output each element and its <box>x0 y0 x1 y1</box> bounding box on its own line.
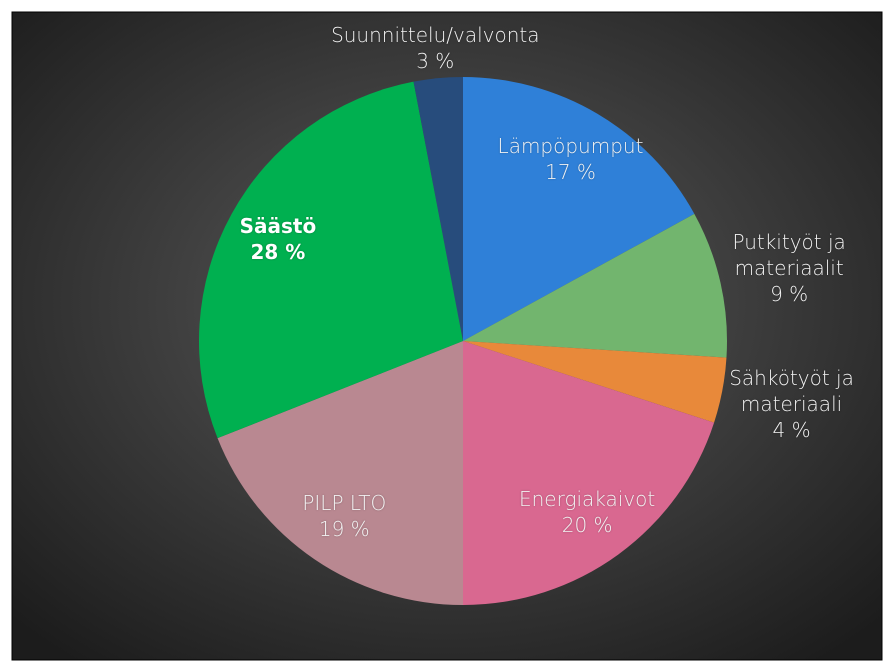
pie-slice <box>413 77 463 341</box>
pie-slice <box>463 341 727 423</box>
pie-slice <box>463 213 727 358</box>
label-value: 17 % <box>545 160 596 185</box>
pie-slice <box>217 341 463 605</box>
label-name: Putkityöt ja materiaalit <box>732 230 846 281</box>
data-label: Sähkötyöt ja materiaali 4 % <box>717 365 867 443</box>
label-value: 3 % <box>416 48 455 73</box>
label-value: 4 % <box>772 417 811 442</box>
label-value: 28 % <box>250 240 306 265</box>
data-label: Suunnittelu/valvonta 3 % <box>331 22 539 74</box>
pie-slice <box>463 341 715 605</box>
label-name: PILP LTO <box>302 490 387 515</box>
pie-slice <box>198 81 463 439</box>
data-label: Säästö 28 % <box>203 213 353 265</box>
label-name: Sähkötyöt ja materiaali <box>729 365 854 416</box>
label-name: Lämpöpumput <box>497 134 644 159</box>
label-value: 19 % <box>318 516 370 541</box>
data-label: Putkityöt ja materiaalit 9 % <box>714 229 864 307</box>
label-name: Suunnittelu/valvonta <box>331 22 540 47</box>
label-name: Energiakaivot <box>518 486 656 511</box>
label-name: Säästö <box>239 214 317 239</box>
data-label: Lämpöpumput 17 % <box>496 133 646 185</box>
data-label: Energiakaivot 20 % <box>512 486 662 538</box>
data-label: PILP LTO 19 % <box>269 490 419 542</box>
pie-slice <box>463 77 695 341</box>
label-value: 9 % <box>770 282 809 307</box>
label-value: 20 % <box>561 512 613 537</box>
